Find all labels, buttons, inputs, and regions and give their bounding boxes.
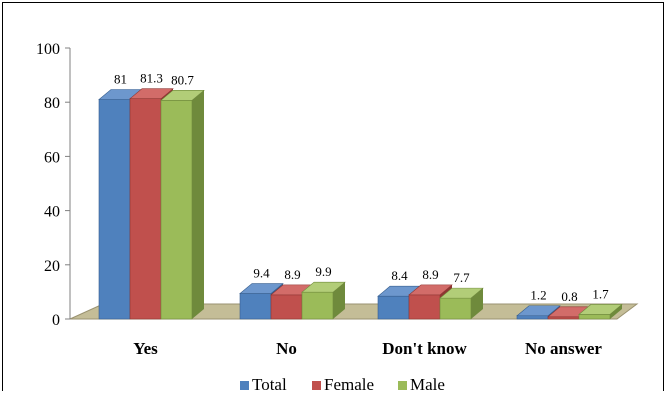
- bar: [301, 281, 346, 320]
- bar-top: [516, 305, 561, 317]
- legend-label: Male: [410, 375, 445, 392]
- bar-front: [377, 295, 410, 320]
- data-label: 8.9: [284, 267, 300, 282]
- legend-swatch: [240, 381, 249, 390]
- bar-front: [578, 314, 611, 320]
- bar-top: [129, 88, 174, 99]
- y-tick-label: 40: [44, 204, 60, 221]
- x-axis-labels: Yes No Don't know No answer: [133, 339, 602, 358]
- legend-swatch: [312, 381, 321, 390]
- bar-front: [129, 98, 162, 320]
- bar-side: [610, 304, 622, 319]
- y-axis: 0 20 40 60 80 100: [36, 41, 71, 329]
- x-tick-label: Yes: [133, 339, 158, 358]
- legend-swatch: [398, 381, 407, 390]
- bar-front: [239, 293, 272, 320]
- value-labels: 81 81.3 80.7 9.4 8.9 9.9 8.4 8.9 7.7 1.2 0.8 1.7: [114, 71, 609, 304]
- data-label: 81: [114, 71, 127, 86]
- bar-front: [547, 316, 580, 320]
- legend-item: Female: [312, 375, 374, 392]
- bar: [578, 304, 623, 320]
- chart-frame: 0 20 40 60 80 100 81 81.3 80.7 9.4 8.9 9.9 8.4 8.9 7.…: [2, 2, 664, 392]
- bar-top: [439, 287, 484, 299]
- bar: [439, 287, 484, 320]
- legend-item: Male: [398, 375, 445, 392]
- legend-item: Total: [240, 375, 287, 392]
- bar-front: [160, 100, 193, 320]
- bar-front: [301, 291, 334, 320]
- bars: [98, 88, 623, 320]
- bar-front: [270, 294, 303, 320]
- y-tick-label: 80: [44, 95, 60, 112]
- bar-top: [408, 284, 453, 296]
- bar-top: [239, 283, 284, 294]
- y-tick-label: 60: [44, 149, 60, 166]
- y-tick-label: 0: [52, 312, 60, 329]
- bar-side: [192, 90, 204, 319]
- bar-top: [301, 281, 346, 293]
- x-tick-label: No: [276, 339, 297, 358]
- data-label: 9.4: [253, 266, 270, 281]
- bar-front: [516, 315, 549, 320]
- legend-label: Female: [324, 375, 374, 392]
- y-tick-label: 20: [44, 258, 60, 275]
- legend-label: Total: [252, 375, 287, 392]
- bar-top: [160, 90, 205, 101]
- data-label: 8.4: [391, 268, 408, 283]
- bar-front: [408, 294, 441, 320]
- bar-front: [98, 99, 131, 320]
- bar: [160, 90, 205, 320]
- data-label: 80.7: [171, 72, 194, 87]
- legend: Total Female Male: [240, 375, 445, 392]
- bar-front: [439, 297, 472, 320]
- bar-top: [578, 304, 623, 315]
- data-label: 9.9: [315, 264, 331, 279]
- data-label: 81.3: [140, 71, 163, 86]
- data-label: 8.9: [422, 267, 438, 282]
- data-label: 1.7: [592, 286, 609, 301]
- data-label: 1.2: [530, 288, 546, 303]
- x-tick-label: No answer: [525, 339, 602, 358]
- y-tick-label: 100: [36, 41, 60, 58]
- x-tick-label: Don't know: [382, 339, 467, 358]
- bar-chart: 0 20 40 60 80 100 81 81.3 80.7 9.4 8.9 9.9 8.4 8.9 7.…: [36, 41, 639, 392]
- data-label: 0.8: [561, 289, 577, 304]
- data-label: 7.7: [453, 270, 470, 285]
- bar-side: [333, 282, 345, 319]
